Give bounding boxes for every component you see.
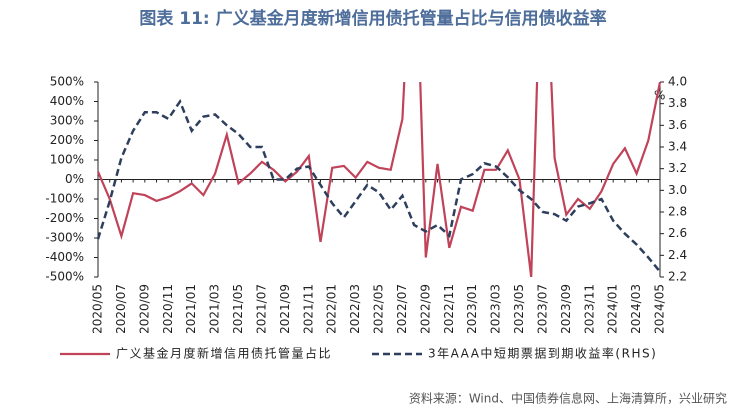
- y-tick-label: 500%: [50, 75, 84, 89]
- x-tick-label: 2023/01: [465, 284, 479, 334]
- x-tick-label: 2022/09: [418, 284, 432, 334]
- x-tick-label: 2022/07: [395, 284, 409, 334]
- x-tick-label: 2024/05: [653, 284, 667, 334]
- legend-label: 3年AAA中短期票据到期收益率(RHS): [428, 346, 657, 361]
- x-tick-label: 2021/09: [278, 284, 292, 334]
- chart-title: 图表 11: 广义基金月度新增信用债托管量占比与信用债收益率: [139, 8, 606, 29]
- y-tick-label: -400%: [45, 250, 84, 264]
- x-tick-label: 2023/07: [535, 284, 549, 334]
- x-tick-label: 2021/05: [231, 284, 245, 334]
- x-tick-label: 2024/03: [629, 284, 643, 334]
- y2-tick-label: 3.2: [668, 161, 687, 175]
- plot-area: [96, 82, 662, 277]
- y-tick-label: 100%: [50, 153, 84, 167]
- y-tick-label: 0%: [65, 172, 84, 186]
- x-tick-label: 2023/09: [559, 284, 573, 334]
- x-tick-label: 2021/01: [184, 284, 198, 334]
- y-tick-label: 400%: [50, 94, 84, 108]
- x-tick-label: 2020/05: [91, 284, 105, 334]
- x-tick-label: 2020/07: [114, 284, 128, 334]
- x-tick-label: 2022/05: [372, 284, 386, 334]
- y-tick-label: -200%: [45, 211, 84, 225]
- y2-tick-label: 3.4: [668, 140, 687, 154]
- x-tick-label: 2021/07: [254, 284, 268, 334]
- y-tick-label: -100%: [45, 192, 84, 206]
- series-line: [96, 82, 662, 277]
- y2-tick-label: 4.0: [668, 75, 687, 89]
- y2-tick-label: 3.8: [668, 96, 687, 110]
- y-tick-label: 300%: [50, 114, 84, 128]
- x-tick-label: 2023/03: [489, 284, 503, 334]
- x-tick-label: 2023/11: [582, 284, 596, 334]
- y2-tick-label: 3.0: [668, 183, 687, 197]
- x-tick-label: 2024/01: [606, 284, 620, 334]
- x-tick-label: 2022/03: [348, 284, 362, 334]
- y-tick-label: -500%: [45, 270, 84, 284]
- y2-tick-label: 3.6: [668, 118, 687, 132]
- series-line: [96, 98, 661, 273]
- x-tick-label: 2021/03: [208, 284, 222, 334]
- y-tick-label: 200%: [50, 133, 84, 147]
- x-tick-label: 2020/09: [137, 284, 151, 334]
- y2-tick-label: 2.8: [668, 205, 687, 219]
- x-tick-label: 2022/11: [442, 284, 456, 334]
- y2-tick-label: 2.6: [668, 226, 687, 240]
- legend-label: 广义基金月度新增信用债托管量占比: [116, 346, 332, 361]
- y-tick-label: -300%: [45, 231, 84, 245]
- y2-tick-label: 2.4: [668, 248, 687, 262]
- x-tick-label: 2022/01: [325, 284, 339, 334]
- x-tick-label: 2021/11: [301, 284, 315, 334]
- y2-tick-label: 2.2: [668, 270, 687, 284]
- source: 资料来源：Wind、中国债券信息网、上海清算所，兴业研究: [409, 391, 727, 406]
- x-tick-label: 2020/11: [161, 284, 175, 334]
- x-tick-label: 2023/05: [512, 284, 526, 334]
